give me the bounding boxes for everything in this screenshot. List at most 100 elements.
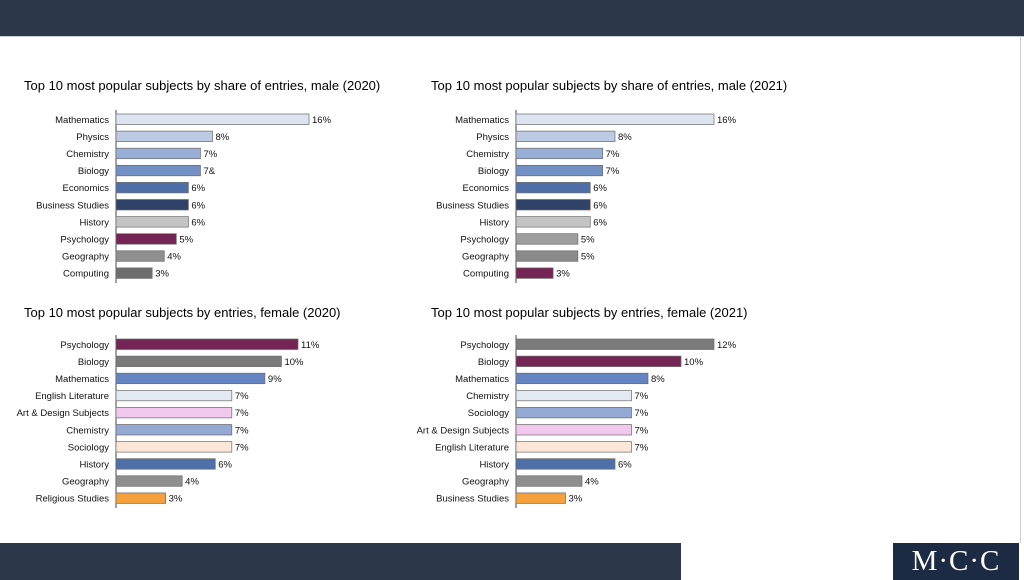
bar (515, 372, 649, 385)
value-label: 7% (235, 391, 249, 402)
value-label: 8% (216, 132, 230, 143)
category-label: Sociology (68, 442, 109, 453)
value-label: 7% (235, 425, 249, 436)
category-label: Biology (478, 357, 509, 368)
category-label: English Literature (435, 442, 509, 453)
bar (515, 250, 579, 262)
value-label: 7& (203, 166, 215, 177)
category-label: History (79, 459, 109, 470)
value-label: 4% (185, 477, 199, 488)
bar (115, 355, 282, 367)
value-label: 3% (169, 494, 183, 505)
category-label: English Literature (35, 391, 109, 402)
category-label: Geography (62, 252, 109, 263)
chart-title-female-2021: Top 10 most popular subjects by entries,… (431, 305, 748, 320)
bar (115, 389, 233, 402)
chart-title-female-2020: Top 10 most popular subjects by entries,… (24, 305, 341, 320)
bar (115, 182, 189, 194)
value-label: 6% (593, 217, 607, 228)
value-label: 7% (606, 166, 620, 177)
category-label: Business Studies (36, 200, 109, 211)
bar (115, 216, 189, 228)
category-label: Mathematics (55, 374, 109, 385)
header-bar (0, 0, 1024, 36)
chart-title-male-2021: Top 10 most popular subjects by share of… (431, 78, 788, 93)
value-label: 6% (593, 183, 607, 194)
category-label: Business Studies (436, 494, 509, 505)
bar-chart-female-2021: Psychology 12% Biology 10% Mathematics 8% Chem… (417, 335, 737, 508)
category-label: Mathematics (455, 374, 509, 385)
bar (115, 475, 183, 487)
category-label: Art & Design Subjects (417, 425, 510, 436)
footer-bar (0, 543, 681, 580)
category-label: History (79, 217, 109, 228)
bar (515, 182, 591, 194)
category-label: Psychology (60, 234, 109, 245)
value-label: 5% (581, 234, 595, 245)
bar (515, 338, 715, 350)
bar (515, 475, 583, 487)
mcc-logo: M·C·C (893, 543, 1019, 580)
value-label: 7% (203, 149, 217, 160)
category-label: Geography (62, 477, 109, 488)
category-label: Computing (63, 269, 109, 280)
category-label: Sociology (468, 408, 509, 419)
category-label: Chemistry (66, 425, 109, 436)
bar-chart-male-2020: Mathematics 16% Physics 8% Chemistry 7% Biolog… (36, 110, 332, 283)
value-label: 4% (167, 252, 181, 263)
value-label: 7% (235, 442, 249, 453)
category-label: Chemistry (66, 149, 109, 160)
bar (115, 492, 166, 504)
value-label: 7% (606, 149, 620, 160)
bar (115, 250, 165, 262)
bar (115, 338, 299, 350)
slide-area (0, 37, 1021, 543)
category-label: Geography (462, 252, 509, 263)
category-label: Psychology (60, 340, 109, 351)
value-label: 4% (585, 477, 599, 488)
value-label: 10% (284, 357, 304, 368)
bar (515, 407, 632, 419)
bar (515, 216, 591, 228)
bar (115, 267, 153, 279)
bar (115, 372, 266, 385)
bar (115, 199, 189, 211)
bar (515, 130, 616, 142)
category-label: Physics (476, 132, 509, 143)
value-label: 6% (593, 200, 607, 211)
category-label: Geography (462, 477, 509, 488)
bar (515, 492, 566, 504)
category-label: Biology (478, 166, 509, 177)
value-label: 3% (569, 494, 583, 505)
value-label: 11% (301, 340, 320, 351)
value-label: 7% (235, 408, 249, 419)
category-label: Economics (463, 183, 510, 194)
value-label: 8% (651, 374, 665, 385)
bar (515, 267, 554, 279)
value-label: 7% (635, 425, 649, 436)
value-label: 16% (312, 115, 332, 126)
category-label: Mathematics (55, 115, 109, 126)
value-label: 12% (717, 340, 737, 351)
category-label: Physics (76, 132, 109, 143)
category-label: Chemistry (466, 149, 509, 160)
bar (115, 164, 201, 177)
category-label: Psychology (460, 234, 509, 245)
category-label: Mathematics (455, 115, 509, 126)
category-label: Chemistry (466, 391, 509, 402)
bar (515, 441, 632, 453)
bar (515, 355, 682, 367)
bar (515, 233, 579, 245)
header-divider (0, 36, 1024, 37)
bar (515, 164, 603, 177)
category-label: Economics (63, 183, 110, 194)
value-label: 8% (618, 132, 632, 143)
value-label: 7% (635, 408, 649, 419)
value-label: 3% (556, 269, 570, 280)
bar (115, 407, 233, 419)
bar (115, 233, 177, 245)
category-label: Biology (78, 166, 109, 177)
value-label: 5% (179, 234, 193, 245)
bar (515, 424, 632, 436)
category-label: Psychology (460, 340, 509, 351)
